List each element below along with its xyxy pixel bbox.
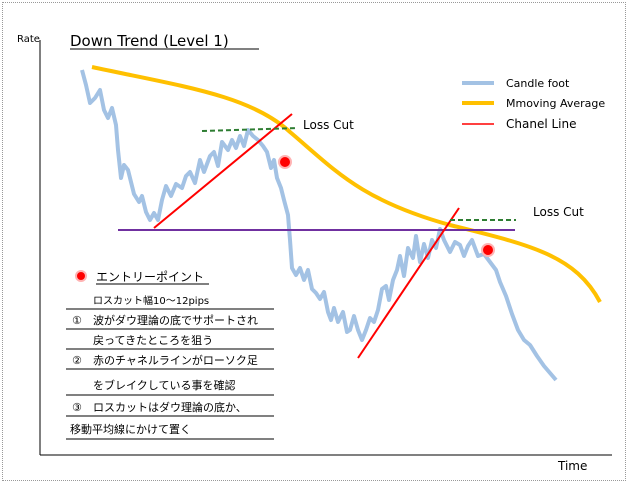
- y-axis-label: Rate: [17, 34, 40, 45]
- item-3-number: ③: [72, 401, 82, 414]
- loss-cut-label-1: Loss Cut: [303, 118, 354, 132]
- legend: Candle foot Mmoving Average Chanel Line: [462, 77, 605, 131]
- stop-width-text: ロスカット幅10～12pips: [93, 294, 209, 307]
- channel-line-2: [357, 207, 460, 359]
- moving-average-line: [91, 65, 602, 303]
- item-2-line-1: 赤のチャネルラインがローソク足: [93, 353, 258, 367]
- loss-cut-label-2: Loss Cut: [533, 205, 584, 219]
- item-3-line-2: 移動平均線にかけて置く: [70, 422, 191, 436]
- diagram-frame: [2, 2, 626, 481]
- entry-point-heading: エントリーポイント: [96, 270, 204, 284]
- item-1-line-2: 戻ってきたところを狙う: [93, 334, 213, 347]
- legend-ma-label: Mmoving Average: [506, 97, 605, 110]
- item-1-number: ①: [72, 314, 82, 327]
- item-3-line-1: ロスカットはダウ理論の底か、: [93, 400, 247, 414]
- notes: エントリーポイント ロスカット幅10～12pips ① 波がダウ理論の底でサポー…: [66, 270, 274, 440]
- channel-line-1: [153, 113, 293, 229]
- entry-point-legend-dot: [75, 270, 87, 282]
- item-2-number: ②: [72, 354, 82, 367]
- notes-background: [66, 262, 276, 442]
- entry-point-marker-2: [481, 243, 495, 257]
- entry-point-marker-1: [278, 155, 292, 169]
- legend-channel-label: Chanel Line: [506, 117, 576, 131]
- legend-candle-label: Candle foot: [506, 77, 570, 90]
- x-axis-label: Time: [557, 459, 587, 473]
- item-2-line-2: をブレイクしている事を確認: [93, 378, 235, 392]
- candle-foot-line: [80, 69, 558, 382]
- diagram-title: Down Trend (Level 1): [70, 32, 229, 50]
- item-1-line-1: 波がダウ理論の底でサポートされ: [93, 313, 258, 327]
